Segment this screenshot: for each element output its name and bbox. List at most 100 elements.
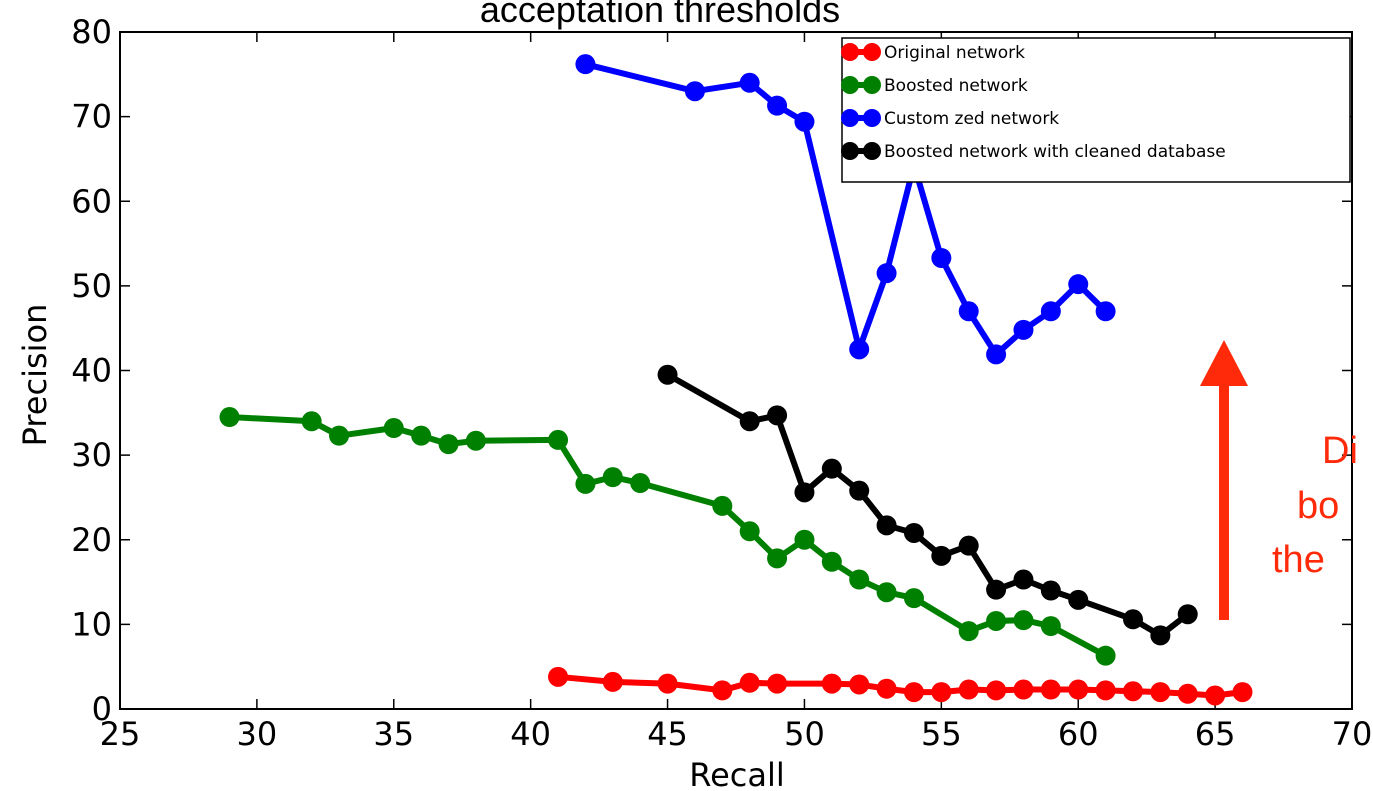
data-point bbox=[1040, 679, 1061, 700]
data-point bbox=[986, 610, 1007, 631]
data-point bbox=[958, 621, 979, 642]
data-point bbox=[1095, 301, 1116, 322]
data-point bbox=[876, 582, 897, 603]
data-point bbox=[1122, 681, 1143, 702]
data-point bbox=[849, 569, 870, 590]
data-point bbox=[630, 473, 651, 494]
data-point bbox=[903, 682, 924, 703]
data-point bbox=[548, 429, 569, 450]
data-point bbox=[657, 364, 678, 385]
data-point bbox=[1040, 301, 1061, 322]
y-tick-label: 80 bbox=[71, 13, 112, 51]
legend-marker bbox=[863, 109, 881, 127]
data-point bbox=[986, 579, 1007, 600]
data-point bbox=[1040, 616, 1061, 637]
y-tick-label: 50 bbox=[71, 267, 112, 305]
data-point bbox=[958, 535, 979, 556]
data-point bbox=[712, 495, 733, 516]
y-axis-label: Precision bbox=[16, 304, 54, 447]
legend-entry: Boosted network with cleaned database bbox=[884, 142, 1226, 162]
x-tick-label: 65 bbox=[1195, 715, 1236, 753]
y-axis-ticks: 0 10 20 30 40 50 60 70 80 bbox=[71, 13, 1352, 728]
data-point bbox=[1232, 682, 1253, 703]
data-point bbox=[876, 678, 897, 699]
data-point bbox=[1177, 604, 1198, 625]
data-point bbox=[903, 522, 924, 543]
data-point bbox=[876, 515, 897, 536]
data-point bbox=[794, 529, 815, 550]
chart-title: acceptation thresholds bbox=[480, 0, 840, 30]
data-point bbox=[739, 521, 760, 542]
x-tick-label: 45 bbox=[647, 715, 688, 753]
data-point bbox=[849, 674, 870, 695]
annotation-line-2: bo bbox=[1297, 485, 1339, 527]
data-point bbox=[1150, 625, 1171, 646]
data-point bbox=[849, 480, 870, 501]
series-3 bbox=[657, 364, 1198, 646]
x-tick-label: 60 bbox=[1058, 715, 1099, 753]
legend-marker bbox=[863, 76, 881, 94]
legend-marker bbox=[841, 76, 859, 94]
data-point bbox=[739, 411, 760, 432]
legend-marker bbox=[841, 142, 859, 160]
data-point bbox=[739, 72, 760, 93]
annotation-arrow-head bbox=[1200, 340, 1248, 386]
series-0 bbox=[548, 666, 1253, 706]
legend-marker bbox=[863, 142, 881, 160]
annotation-line-1: Di bbox=[1322, 430, 1358, 472]
data-point bbox=[1013, 319, 1034, 340]
x-tick-label: 50 bbox=[784, 715, 825, 753]
annotation: Di bo the bbox=[1200, 340, 1358, 620]
legend-marker bbox=[841, 109, 859, 127]
data-point bbox=[876, 263, 897, 284]
legend-entry: Boosted network bbox=[884, 76, 1028, 96]
data-point bbox=[767, 95, 788, 116]
x-tick-label: 25 bbox=[100, 715, 141, 753]
data-point bbox=[1095, 680, 1116, 701]
legend: Original network Boosted network Custom ze… bbox=[841, 37, 1351, 183]
data-point bbox=[301, 411, 322, 432]
x-axis-label: Recall bbox=[689, 756, 784, 791]
series-1 bbox=[219, 407, 1116, 666]
data-point bbox=[575, 54, 596, 75]
data-point bbox=[986, 344, 1007, 365]
data-point bbox=[931, 247, 952, 268]
data-point bbox=[958, 301, 979, 322]
series-line bbox=[557, 673, 1243, 699]
annotation-line-3: the bbox=[1272, 539, 1325, 581]
data-point bbox=[219, 407, 240, 428]
legend-marker bbox=[841, 43, 859, 61]
data-point bbox=[958, 679, 979, 700]
data-point bbox=[821, 458, 842, 479]
data-point bbox=[821, 673, 842, 694]
data-point bbox=[821, 551, 842, 572]
series-line bbox=[229, 414, 1108, 659]
data-point bbox=[1013, 569, 1034, 590]
data-point bbox=[712, 680, 733, 701]
x-tick-label: 70 bbox=[1332, 715, 1373, 753]
legend-marker bbox=[863, 43, 881, 61]
y-tick-label: 10 bbox=[71, 605, 112, 643]
data-point bbox=[1068, 679, 1089, 700]
data-point bbox=[329, 425, 350, 446]
data-point bbox=[794, 482, 815, 503]
data-point bbox=[1205, 685, 1226, 706]
y-tick-label: 70 bbox=[71, 98, 112, 136]
legend-entry: Custom zed network bbox=[884, 109, 1059, 129]
data-point bbox=[684, 81, 705, 102]
data-point bbox=[1013, 610, 1034, 631]
data-point bbox=[986, 680, 1007, 701]
legend-entry: Original network bbox=[884, 43, 1025, 63]
x-tick-label: 55 bbox=[921, 715, 962, 753]
data-point bbox=[1013, 679, 1034, 700]
data-point bbox=[1122, 609, 1143, 630]
data-point bbox=[1040, 580, 1061, 601]
y-tick-label: 60 bbox=[71, 182, 112, 220]
y-tick-label: 0 bbox=[92, 690, 112, 728]
data-point bbox=[411, 425, 432, 446]
y-tick-label: 30 bbox=[71, 436, 112, 474]
data-point bbox=[1068, 589, 1089, 610]
y-tick-label: 20 bbox=[71, 521, 112, 559]
y-tick-label: 40 bbox=[71, 352, 112, 390]
